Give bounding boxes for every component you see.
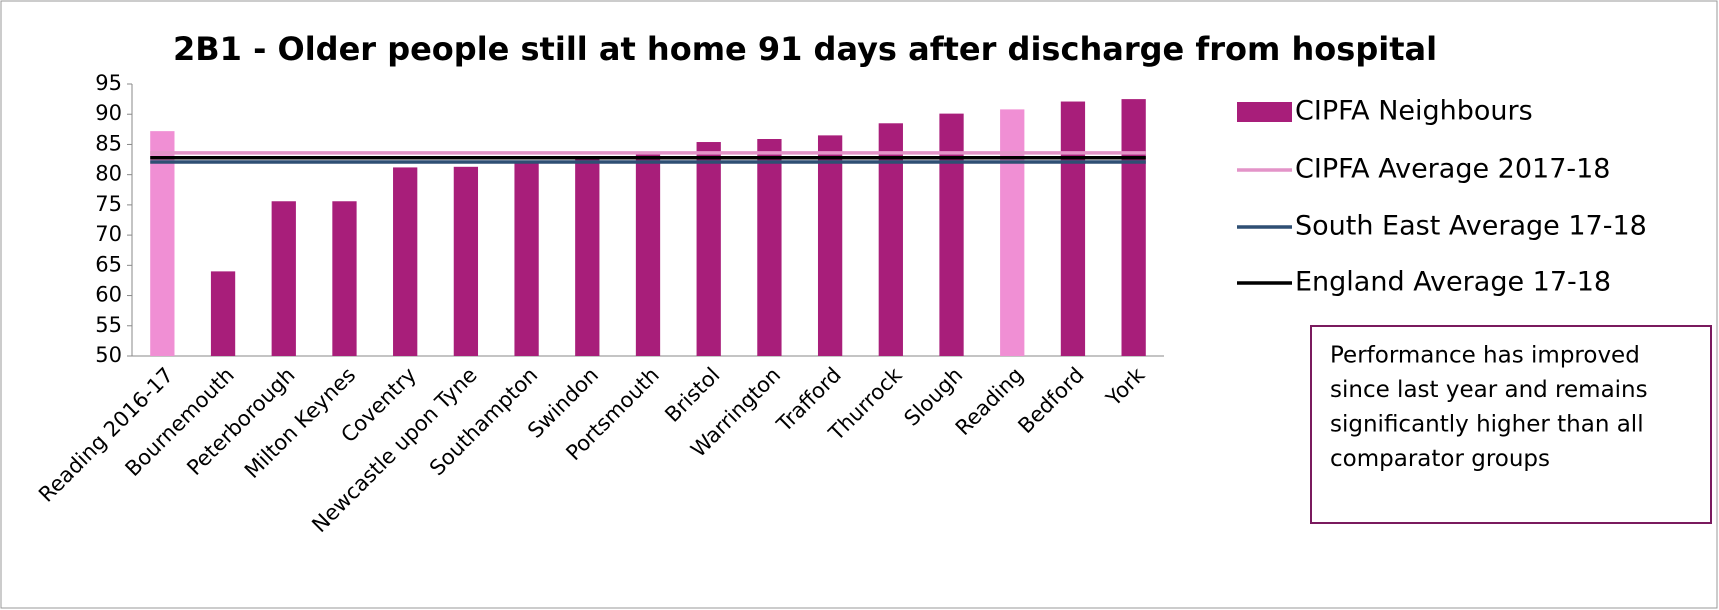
chart-title: 2B1 - Older people still at home 91 days…	[173, 30, 1437, 68]
bar	[514, 161, 539, 356]
x-tick-label: Southampton	[425, 363, 542, 480]
bar	[271, 201, 296, 356]
annotation-box	[1310, 325, 1712, 524]
y-tick-label: 60	[95, 283, 122, 307]
bar	[1000, 109, 1025, 357]
y-tick-label: 70	[95, 222, 122, 246]
annotation: significantly higher than all	[1330, 412, 1644, 438]
x-tick-label: Milton Keynes	[240, 363, 360, 483]
legend-swatch	[1237, 102, 1292, 122]
x-tick-label: Bournemouth	[121, 363, 239, 481]
bar	[150, 131, 175, 356]
bar	[939, 113, 964, 357]
bar	[817, 135, 843, 356]
x-tick-label: York	[1101, 362, 1150, 411]
y-tick-label: 85	[95, 131, 122, 155]
legend-label: CIPFA Average 2017-18	[1295, 154, 1610, 185]
bar	[393, 167, 418, 356]
y-tick-label: 65	[95, 252, 122, 276]
bar	[1060, 101, 1086, 356]
bar	[575, 157, 600, 356]
bar	[210, 271, 236, 356]
y-tick-label: 55	[95, 313, 122, 337]
y-tick-label: 80	[95, 162, 122, 186]
x-tick-label: Bedford	[1013, 363, 1088, 438]
y-tick-label: 50	[95, 343, 122, 367]
bar	[332, 201, 357, 356]
annotation: since last year and remains	[1330, 377, 1648, 403]
legend-label: South East Average 17-18	[1295, 211, 1647, 242]
bar	[696, 142, 721, 356]
bar	[1121, 99, 1146, 356]
y-tick-label: 95	[95, 71, 122, 95]
x-tick-label: Peterborough	[182, 363, 299, 480]
x-tick-label: Reading	[951, 363, 1028, 440]
bar	[635, 152, 661, 356]
legend-label: England Average 17-18	[1295, 267, 1611, 298]
annotation: comparator groups	[1330, 446, 1550, 472]
annotation: Performance has improved	[1330, 343, 1640, 369]
y-tick-label: 90	[95, 101, 122, 125]
bar	[757, 139, 782, 356]
bar	[453, 166, 479, 356]
legend-label: CIPFA Neighbours	[1295, 96, 1533, 127]
y-tick-label: 75	[95, 192, 122, 216]
